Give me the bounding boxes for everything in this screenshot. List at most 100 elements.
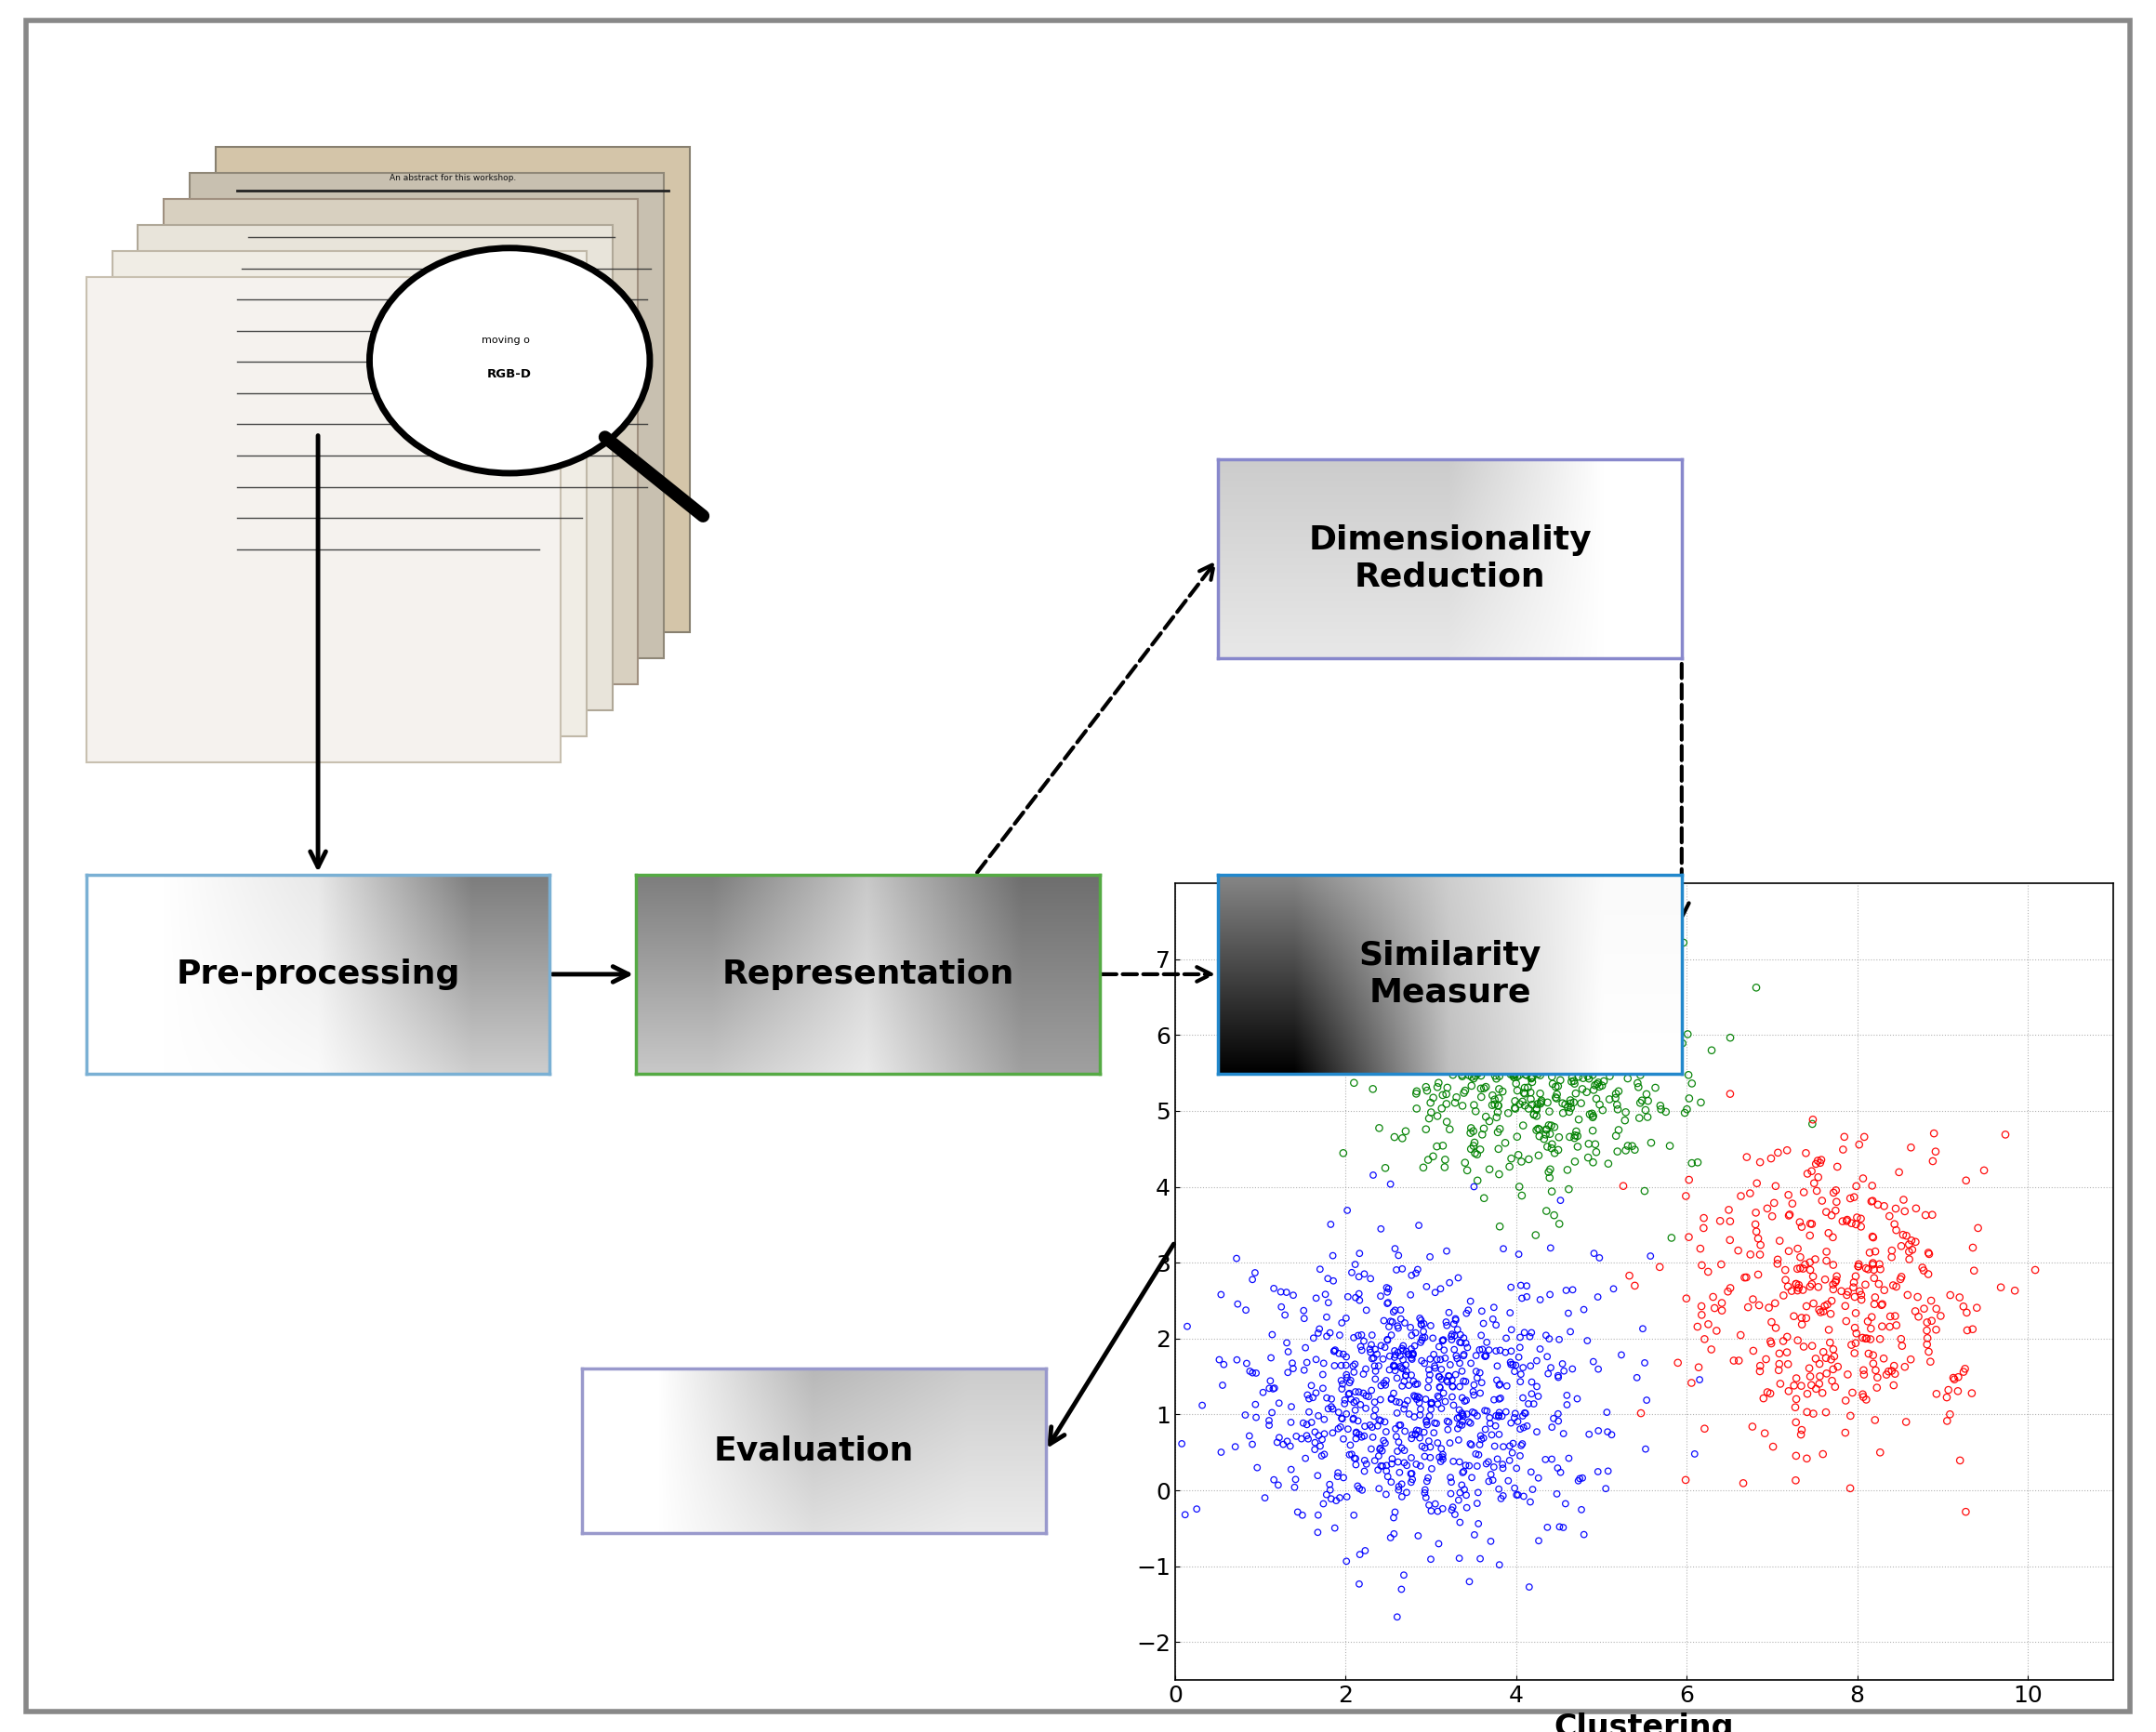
Point xyxy=(1796,1169,1830,1197)
Point xyxy=(1468,1396,1503,1424)
Point xyxy=(1619,1363,1654,1391)
Point xyxy=(1421,1102,1455,1129)
Text: Representation: Representation xyxy=(722,958,1013,991)
Point xyxy=(1779,1408,1813,1436)
Point xyxy=(1794,1273,1828,1301)
Point xyxy=(1358,1353,1393,1380)
Point xyxy=(1712,1081,1746,1108)
Point xyxy=(1421,1332,1455,1360)
Point xyxy=(1600,1091,1634,1119)
Point xyxy=(1544,1003,1578,1031)
Point xyxy=(1384,1306,1419,1334)
Point xyxy=(1544,999,1578,1027)
Point xyxy=(1350,1382,1384,1410)
Point xyxy=(1153,1500,1188,1528)
Point xyxy=(1496,1060,1531,1088)
Point xyxy=(1307,1420,1341,1448)
Point xyxy=(1475,1467,1509,1495)
Point xyxy=(1483,1046,1518,1074)
Point xyxy=(1557,1070,1591,1098)
Point xyxy=(1337,1323,1371,1351)
Point xyxy=(1412,1346,1447,1373)
Point xyxy=(1800,1273,1835,1301)
Point xyxy=(1348,1422,1382,1450)
Point xyxy=(1311,1394,1345,1422)
Point xyxy=(1229,1296,1263,1323)
Point xyxy=(1388,1309,1423,1337)
Point xyxy=(1876,1271,1910,1299)
Point xyxy=(1779,1270,1813,1297)
Point xyxy=(1399,980,1434,1008)
Point xyxy=(1919,1316,1953,1344)
Point xyxy=(1408,1484,1442,1512)
Point xyxy=(1505,1384,1539,1412)
Point xyxy=(1457,1098,1492,1126)
Point xyxy=(1498,1095,1533,1122)
Point xyxy=(1514,1039,1548,1067)
Point xyxy=(1457,1399,1492,1427)
Point xyxy=(1376,1503,1410,1531)
Point xyxy=(1440,992,1475,1020)
Point xyxy=(1432,1270,1466,1297)
Point xyxy=(1453,1006,1488,1034)
Point xyxy=(1591,1150,1626,1178)
Point xyxy=(1572,1143,1606,1171)
Point xyxy=(1421,1382,1455,1410)
Point xyxy=(1589,1474,1623,1502)
Point xyxy=(1815,1356,1850,1384)
Point xyxy=(1680,1148,1714,1176)
Point xyxy=(1479,1311,1514,1339)
Point xyxy=(1546,1514,1580,1541)
Point xyxy=(1671,1223,1705,1251)
Point xyxy=(1779,1443,1813,1470)
Point xyxy=(1863,1256,1897,1283)
Point xyxy=(1485,1455,1520,1483)
Point xyxy=(1416,1341,1451,1368)
Point xyxy=(1843,1285,1878,1313)
Point xyxy=(1561,1063,1595,1091)
Point xyxy=(1570,1062,1604,1089)
Point xyxy=(1537,1140,1572,1167)
Point xyxy=(1507,1413,1542,1441)
Point xyxy=(1401,1389,1436,1417)
Point xyxy=(1574,965,1608,992)
Point xyxy=(1565,1025,1600,1053)
Point xyxy=(1134,1439,1169,1467)
Point xyxy=(1341,1379,1376,1406)
Point xyxy=(1899,1195,1934,1223)
Point xyxy=(1460,1365,1494,1393)
Point xyxy=(1988,1121,2022,1148)
Point xyxy=(1529,1322,1563,1349)
Point xyxy=(1680,1313,1714,1341)
Point xyxy=(1457,1380,1492,1408)
Point xyxy=(1341,1406,1376,1434)
Point xyxy=(1440,1316,1475,1344)
Point xyxy=(1440,1405,1475,1432)
Text: An abstract for this workshop.: An abstract for this workshop. xyxy=(390,175,515,182)
Point xyxy=(1419,1410,1453,1438)
Point xyxy=(1483,1370,1518,1398)
Point xyxy=(1522,1006,1557,1034)
Point xyxy=(1412,1361,1447,1389)
Point xyxy=(1578,1084,1613,1112)
Point xyxy=(1473,1155,1507,1183)
Point xyxy=(1483,1022,1518,1050)
Point xyxy=(1442,1486,1477,1514)
Point xyxy=(1608,1098,1643,1126)
Point xyxy=(1785,1417,1820,1444)
Point xyxy=(1419,1354,1453,1382)
Point xyxy=(1220,1290,1255,1318)
Point xyxy=(1736,1285,1770,1313)
Point xyxy=(1270,1337,1304,1365)
Point xyxy=(1360,1457,1395,1484)
Point xyxy=(1664,1029,1699,1057)
Point xyxy=(1451,1031,1485,1058)
Point xyxy=(1496,1036,1531,1063)
Point xyxy=(1861,1270,1895,1297)
Point xyxy=(1529,965,1563,992)
Point xyxy=(1794,1256,1828,1283)
Point xyxy=(1378,1048,1412,1076)
Point xyxy=(1369,1457,1404,1484)
Point xyxy=(1343,1332,1378,1360)
Point xyxy=(1354,1264,1388,1292)
